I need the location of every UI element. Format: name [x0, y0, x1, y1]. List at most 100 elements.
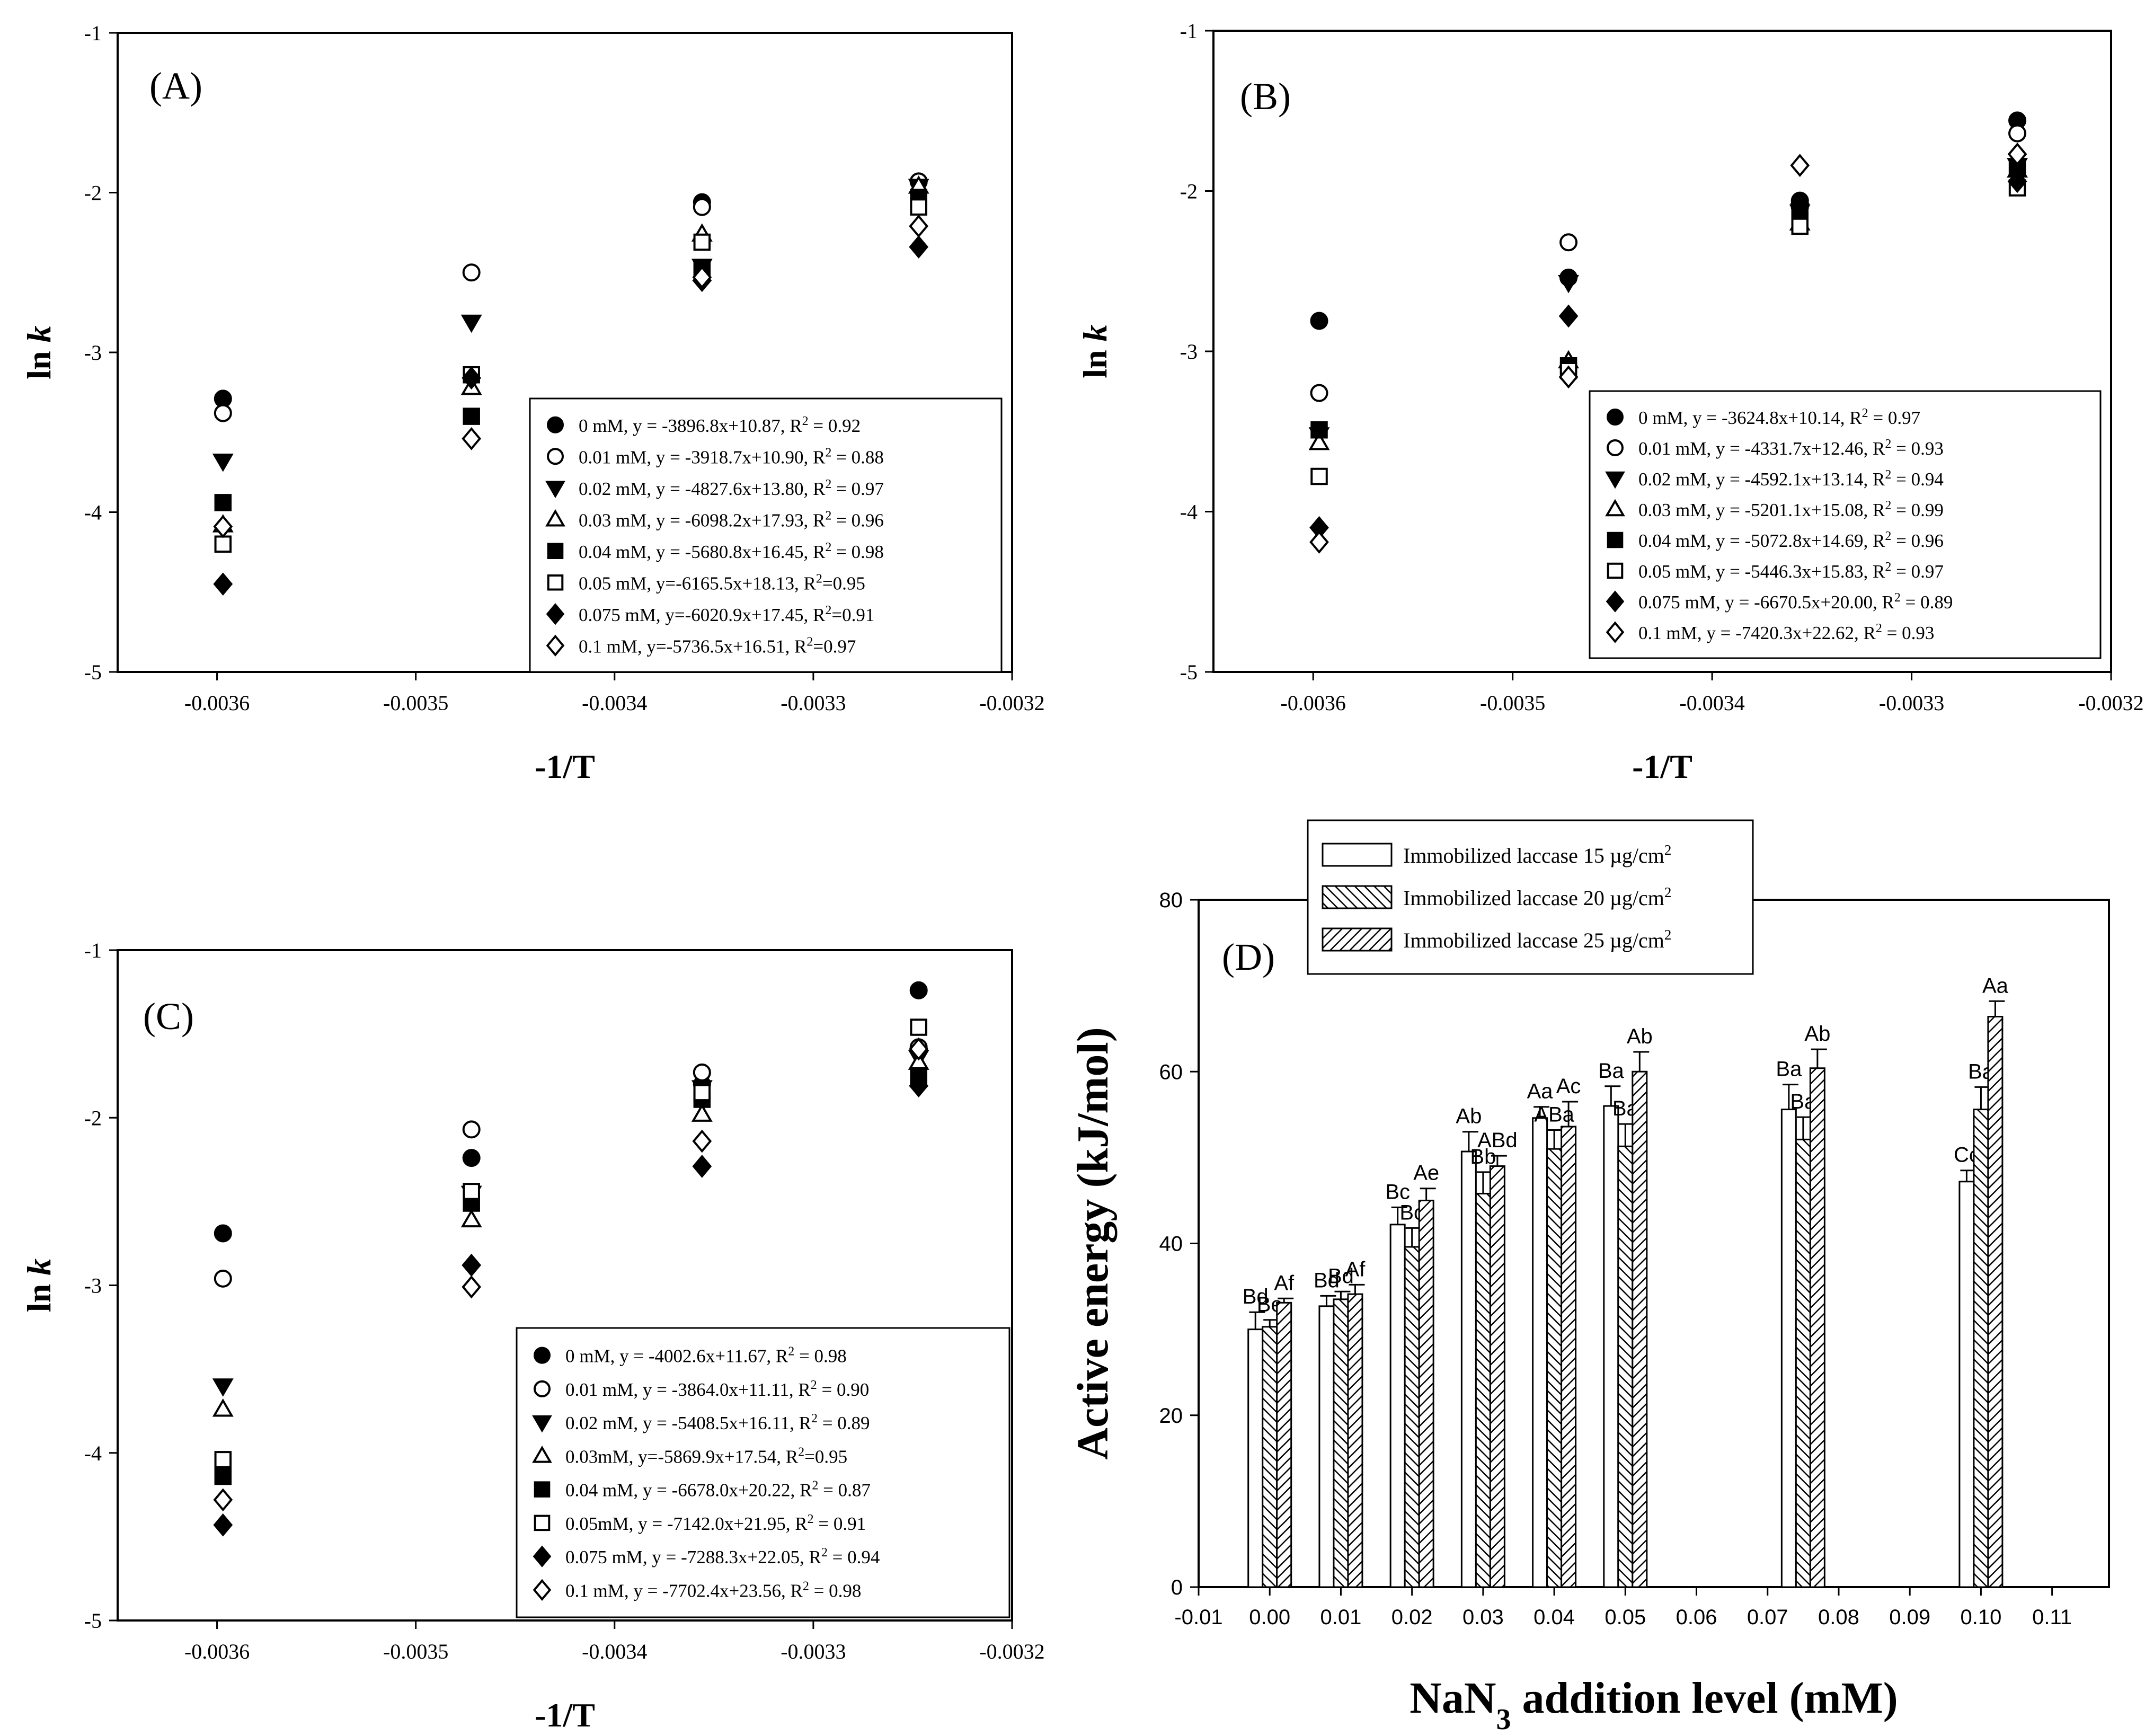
bar-series-2	[1489, 1165, 1505, 1588]
legend-marker-a	[547, 574, 564, 591]
bar-series-1	[1333, 1298, 1349, 1588]
bar-series-0	[1247, 1328, 1264, 1588]
data-point-b-7	[1790, 154, 1810, 177]
bar-series-0	[1460, 1150, 1477, 1588]
legend-marker-b	[1607, 532, 1624, 548]
legend-swatch-d	[1322, 885, 1393, 909]
legend-box-a	[529, 397, 1003, 673]
x-tick-label-a: -0.0032	[979, 691, 1044, 715]
legend-swatch-d	[1322, 927, 1393, 952]
x-axis-title-b: -1/T	[1632, 748, 1692, 785]
legend-entry-c: 0.04 mM, y = -6678.0x+20.22, R2 = 0.87	[565, 1479, 871, 1501]
data-point-c-6	[909, 1074, 929, 1098]
significance-label: Bd	[1314, 1269, 1340, 1292]
bar-series-1	[1795, 1138, 1811, 1588]
bar-series-0	[1780, 1109, 1797, 1588]
y-tick-label-c: -5	[84, 1609, 102, 1633]
bar-series-0	[1958, 1181, 1975, 1588]
legend-entry-d: Immobilized laccase 15 µg/cm2	[1403, 842, 1671, 867]
x-tick-label-b: -0.0034	[1679, 691, 1744, 715]
legend-entry-c: 0.075 mM, y = -7288.3x+22.05, R2 = 0.94	[565, 1546, 880, 1567]
panel-c: -0.0036 -0.0035 -0.0034 -0.0033 -0.0032 -5 -4 -…	[20, 938, 1045, 1734]
bar-series-2	[1987, 1015, 2004, 1588]
data-point-a-2	[460, 314, 482, 333]
legend-marker-a	[545, 481, 565, 499]
significance-label: Aa	[1527, 1080, 1554, 1103]
panel-d: -0.01 0.00 0.01 0.02 0.03 0.04 0.05 0.06 0.07 0.0…	[1068, 819, 2110, 1736]
x-tick-label-a: -0.0033	[781, 691, 846, 715]
data-point-c-3	[691, 1103, 713, 1122]
x-axis-title-d: NaN3 addition level (mM)	[1410, 1673, 1898, 1736]
y-tick-label-c: -3	[84, 1274, 102, 1298]
y-tick-label-b: -3	[1180, 340, 1198, 364]
bar-series-2	[1347, 1293, 1363, 1588]
significance-label: Ac	[1556, 1075, 1581, 1098]
panel-a: -0.0036 -0.0035 -0.0034 -0.0033 -0.0032 -5 -4 -…	[20, 21, 1045, 785]
legend-marker-b	[1606, 590, 1625, 613]
panel-label-b: (B)	[1240, 75, 1291, 118]
data-point-a-4	[463, 408, 480, 425]
legend-marker-b	[1607, 409, 1624, 426]
panel-label-c: (C)	[143, 995, 194, 1038]
x-tick-label-c: -0.0034	[582, 1640, 647, 1663]
legend-marker-c	[534, 1380, 551, 1397]
bar-series-0	[1318, 1305, 1335, 1588]
y-tick-label-c: -4	[84, 1441, 102, 1465]
legend-entry-a: 0.1 mM, y=-5736.5x+16.51, R2=0.97	[579, 635, 856, 657]
data-point-c-7	[213, 1488, 233, 1512]
bar-series-1	[1262, 1326, 1278, 1588]
x-tick-label-d: 0.10	[1960, 1606, 2001, 1629]
y-tick-label-c: -1	[84, 938, 102, 962]
significance-label: Bb	[1470, 1145, 1496, 1168]
data-point-c-6	[213, 1513, 233, 1537]
legend-marker-c	[533, 1579, 552, 1601]
data-point-b-6	[1558, 304, 1579, 328]
x-tick-label-b: -0.0035	[1480, 691, 1545, 715]
legend-entry-a: 0.075 mM, y=-6020.9x+17.45, R2=0.91	[579, 604, 874, 625]
y-tick-label-a: -5	[84, 660, 102, 684]
legend-box-c	[516, 1327, 1010, 1618]
legend-entry-a: 0 mM, y = -3896.8x+10.87, R2 = 0.92	[579, 414, 861, 436]
x-tick-label-c: -0.0035	[383, 1640, 448, 1663]
data-point-c-5	[910, 1018, 927, 1036]
data-point-c-0	[462, 1149, 481, 1167]
legend-entry-a: 0.02 mM, y = -4827.6x+13.80, R2 = 0.97	[579, 477, 884, 499]
data-point-b-1	[1559, 233, 1578, 252]
bar-series-2	[1809, 1067, 1825, 1588]
data-point-c-6	[692, 1155, 712, 1178]
legend-marker-a	[547, 543, 564, 560]
y-tick-label-b: -2	[1180, 180, 1198, 203]
data-point-c-6	[462, 1253, 482, 1277]
legend-entry-a: 0.01 mM, y = -3918.7x+10.90, R2 = 0.88	[579, 446, 884, 467]
data-point-a-1	[214, 404, 232, 422]
legend-entry-d: Immobilized laccase 25 µg/cm2	[1403, 927, 1671, 952]
data-point-b-2	[1558, 274, 1580, 294]
legend-entry-c: 0.1 mM, y = -7702.4x+23.56, R2 = 0.98	[565, 1579, 861, 1601]
significance-label: Aa	[1982, 974, 2009, 997]
data-point-a-7	[909, 214, 929, 238]
data-point-a-2	[212, 454, 234, 472]
significance-label: Af	[1345, 1257, 1366, 1281]
legend-marker-b	[1607, 439, 1624, 456]
y-axis-title-b: ln k	[1076, 324, 1114, 378]
y-axis-title-c: ln k	[20, 1259, 58, 1312]
x-tick-label-b: -0.0032	[2078, 691, 2143, 715]
data-point-a-1	[693, 198, 711, 216]
data-point-c-1	[462, 1120, 481, 1139]
x-tick-label-d: 0.11	[2032, 1606, 2072, 1629]
legend-entry-b: 0.05 mM, y = -5446.3x+15.83, R2 = 0.97	[1638, 560, 1944, 582]
legend-marker-c	[534, 1347, 551, 1364]
significance-label: Ab	[1627, 1025, 1653, 1048]
y-tick-label-d: 40	[1159, 1233, 1183, 1256]
legend-marker-a	[546, 634, 565, 657]
significance-label: Ab	[1804, 1022, 1830, 1046]
legend-marker-c	[534, 1481, 551, 1498]
data-point-a-5	[910, 198, 927, 216]
legend-marker-c	[532, 1445, 552, 1463]
bar-series-1	[1973, 1109, 1989, 1588]
data-point-b-5	[1310, 467, 1328, 485]
legend-entry-a: 0.03 mM, y = -6098.2x+17.93, R2 = 0.96	[579, 509, 884, 530]
y-axis-title-d: Active energy (kJ/mol)	[1068, 1027, 1118, 1459]
data-point-a-6	[462, 366, 482, 390]
